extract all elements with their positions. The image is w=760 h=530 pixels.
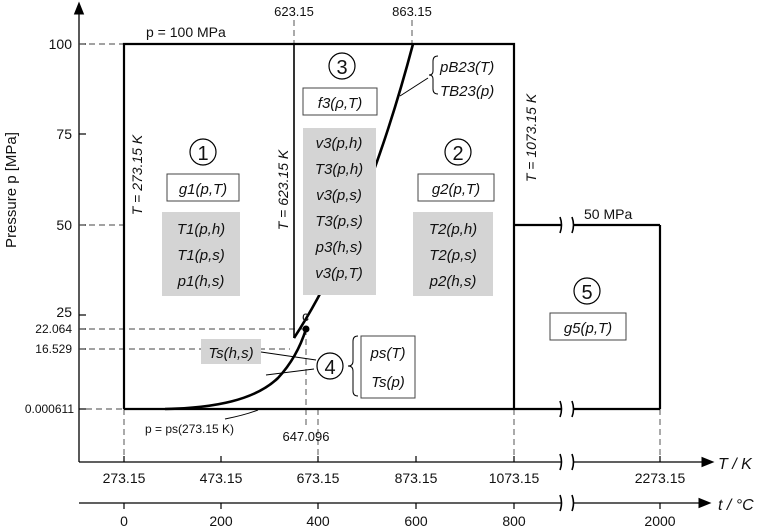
region1-marker [189, 138, 217, 166]
y-tick-16529: 16.529 [35, 342, 72, 356]
region4-brace [347, 335, 359, 397]
x-T-tick-2273: 2273.15 [635, 470, 686, 486]
region5-main-box [549, 312, 627, 341]
y-axis-label: Pressure p [MPa] [3, 132, 20, 248]
region2-eq-1: T2(p,h) [429, 221, 477, 238]
x-t-tick-600: 600 [404, 513, 428, 529]
region4-ts-hs-panel [201, 339, 261, 364]
x-t-tick-2000: 2000 [644, 513, 675, 529]
label-t647: 647.096 [283, 429, 330, 444]
x-T-tick-1073: 1073.15 [489, 470, 540, 486]
label-psat: p = ps(273.15 K) [145, 422, 234, 436]
x-t-axis-label: t / °C [718, 497, 754, 514]
region1-eq-panel [162, 212, 240, 296]
y-tick-100: 100 [49, 36, 73, 52]
region4-leader-2 [265, 368, 315, 376]
region3-eq-3: v3(p,s) [316, 187, 362, 204]
saturation-curve [164, 328, 308, 411]
region3-eq-4: T3(p,s) [315, 213, 363, 230]
region1-main: g1(p,T) [179, 181, 227, 198]
x-T-tick-673: 673.15 [297, 470, 340, 486]
b23-eq-1: pB23(T) [439, 59, 494, 76]
region3-eq-panel [303, 128, 376, 295]
region3-number: 3 [336, 57, 347, 79]
b23-brace [428, 55, 439, 95]
y-tick-75: 75 [56, 126, 72, 142]
region1-eq-3: p1(h,s) [177, 273, 225, 290]
region2-number: 2 [452, 143, 463, 165]
region2-main: g2(p,T) [432, 181, 480, 198]
region1-eq-2: T1(p,s) [177, 247, 225, 264]
y-tick-22064: 22.064 [35, 322, 72, 336]
region2-eq-2: T2(p,s) [429, 247, 477, 264]
region2-eq-3: p2(h,s) [429, 273, 477, 290]
y-ticks [79, 43, 86, 410]
region4-leader-1 [260, 351, 317, 361]
region4-number: 4 [324, 357, 335, 379]
x-t-tick-800: 800 [502, 513, 526, 529]
region4-eq-2: Ts(p) [371, 374, 405, 391]
region4-ts-hs: Ts(h,s) [208, 345, 253, 362]
region3-main-box [302, 87, 378, 116]
y-tick-25: 25 [56, 304, 72, 320]
x-T-tick-473: 473.15 [200, 470, 243, 486]
x-axis-t-break [559, 494, 575, 512]
guide-lines [79, 20, 661, 458]
critical-point-label: c [302, 308, 309, 324]
region1-number: 1 [197, 143, 208, 165]
bottom-boundary-break [559, 400, 575, 418]
region3-eq-6: v3(p,T) [315, 265, 363, 282]
x-T-tick-873: 873.15 [395, 470, 438, 486]
x-t-tick-400: 400 [306, 513, 330, 529]
b23-leader [399, 77, 429, 97]
label-p50: 50 MPa [584, 206, 632, 222]
critical-point [302, 325, 310, 333]
label-T273: T = 273.15 K [129, 134, 145, 215]
y-tick-0000611: 0.000611 [25, 402, 74, 416]
regions-1-2-3-outline [122, 42, 516, 409]
region2-marker [444, 138, 472, 166]
b23-eq-2: TB23(p) [440, 83, 494, 100]
region1-main-box [166, 173, 240, 202]
y-tick-50: 50 [56, 217, 72, 233]
region5-marker [573, 277, 601, 305]
region4-eq-1: ps(T) [370, 345, 406, 362]
region5-number: 5 [581, 282, 592, 304]
region3-main: f3(ρ,T) [318, 95, 362, 112]
label-T1073: T = 1073.15 K [523, 93, 539, 182]
region4-marker [316, 352, 344, 380]
x-axis-T-break [559, 453, 575, 471]
region3-marker [328, 52, 356, 80]
region4-eq-box [360, 335, 416, 399]
region5-top-break [559, 216, 575, 234]
x-t-ticks [123, 503, 661, 509]
x-t-tick-200: 200 [209, 513, 233, 529]
x-T-axis-label: T / K [718, 456, 753, 473]
region2-main-box [417, 173, 495, 202]
region1-eq-1: T1(p,h) [177, 221, 225, 238]
region3-eq-5: p3(h,s) [315, 239, 363, 256]
label-p100: p = 100 MPa [146, 24, 226, 40]
psat-leader [224, 409, 259, 420]
label-t863: 863.15 [392, 4, 432, 19]
label-T623: T = 623.15 K [275, 149, 291, 230]
x-T-tick-273: 273.15 [103, 470, 146, 486]
x-T-ticks [123, 456, 661, 462]
region5-main: g5(p,T) [564, 320, 612, 337]
region2-eq-panel [413, 212, 493, 296]
label-t623: 623.15 [274, 4, 314, 19]
x-t-tick-0: 0 [120, 513, 128, 529]
region3-eq-2: T3(p,h) [315, 161, 363, 178]
region3-eq-1: v3(p,h) [316, 135, 363, 152]
